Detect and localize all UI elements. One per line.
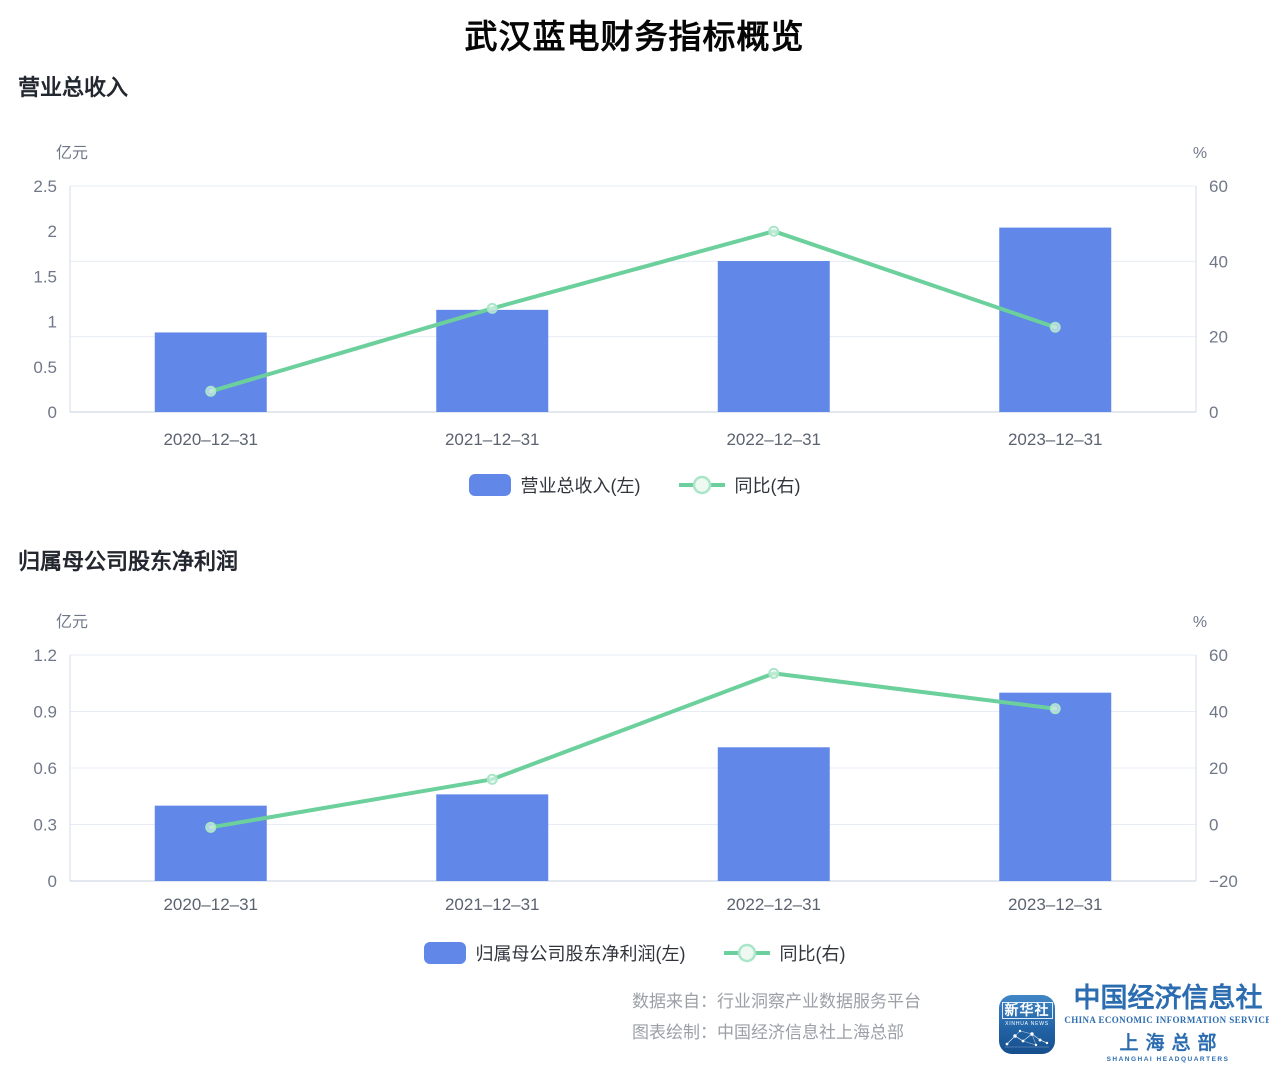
footer-credits: 数据来自：行业洞察产业数据服务平台 图表绘制：中国经济信息社上海总部	[632, 986, 921, 1048]
yoy-point-2023–12–31	[1049, 321, 1061, 333]
right-tick-label: 20	[1209, 759, 1228, 778]
left-tick-label: 1.2	[33, 646, 57, 665]
yoy-line	[208, 671, 1058, 830]
left-tick-label: 1.5	[33, 267, 57, 286]
bar-2020–12–31	[154, 332, 267, 412]
right-tick-label: 40	[1209, 703, 1228, 722]
xinhua-news-logo-icon: 新华社 XINHUA NEWS	[999, 994, 1055, 1054]
x-axis-label: 2022–12–31	[726, 895, 821, 914]
bar-2022–12–31	[717, 261, 830, 412]
revenue-chart: 2.5 2 1.5 1 0.5 0 60 40 20 0 亿元 % 2020–12–31 2021–12–…	[33, 144, 1228, 449]
left-tick-label: 0.9	[33, 703, 57, 722]
net-profit-chart: 1.2 0.9 0.6 0.3 0 60 40 20 0 −20 亿元 % 2020–12–31 2021…	[33, 613, 1238, 914]
right-tick-label: 0	[1209, 403, 1218, 422]
x-axis-label: 2022–12–31	[726, 430, 821, 449]
constellation-network-icon	[1005, 1029, 1049, 1047]
legend-label: 营业总收入(左)	[520, 476, 641, 496]
yoy-point-2022–12–31	[768, 225, 780, 237]
x-axis-label: 2023–12–31	[1008, 895, 1103, 914]
section-title-net-profit: 归属母公司股东净利润	[18, 549, 239, 574]
bar-2023–12–31	[999, 227, 1112, 412]
bar-2023–12–31	[999, 692, 1112, 881]
legend-label: 同比(右)	[734, 476, 801, 496]
right-axis-unit: %	[1193, 614, 1207, 631]
right-tick-label: 0	[1209, 816, 1218, 835]
line-series-marker-icon	[723, 943, 770, 963]
legend-item-net-profit-yoy: 同比(右)	[723, 940, 846, 966]
legend-item-revenue-yoy: 同比(右)	[678, 472, 801, 498]
left-tick-label: 0.5	[33, 358, 57, 377]
data-source-line: 数据来自：行业洞察产业数据服务平台	[632, 992, 921, 1011]
left-tick-label: 2.5	[33, 177, 57, 196]
x-axis-label: 2020–12–31	[163, 430, 258, 449]
yoy-line	[208, 229, 1058, 394]
xinhua-logo-subtitle: XINHUA NEWS	[1005, 1020, 1049, 1027]
x-axis-label: 2021–12–31	[445, 895, 540, 914]
ceis-branch-cn: 上海总部	[1119, 1033, 1224, 1054]
right-axis-unit: %	[1193, 145, 1207, 162]
yoy-point-2021–12–31	[486, 302, 498, 314]
left-tick-label: 1	[48, 313, 57, 332]
yoy-point-2023–12–31	[1049, 703, 1061, 715]
left-tick-label: 0.3	[33, 816, 57, 835]
page-title: 武汉蓝电财务指标概览	[464, 18, 805, 55]
x-axis-label: 2021–12–31	[445, 430, 540, 449]
legend-label: 同比(右)	[779, 944, 846, 964]
right-tick-label: 40	[1209, 252, 1228, 271]
net-profit-chart-legend: 归属母公司股东净利润(左) 同比(右)	[0, 941, 1269, 965]
right-tick-label: 60	[1209, 646, 1228, 665]
yoy-point-2021–12–31	[486, 773, 498, 785]
legend-label: 归属母公司股东净利润(左)	[475, 944, 686, 964]
ceis-logo-text: 中国经济信息社 CHINA ECONOMIC INFORMATION SERVI…	[1064, 983, 1269, 1064]
bar-2020–12–31	[154, 805, 267, 881]
left-tick-label: 2	[48, 222, 57, 241]
yoy-point-2020–12–31	[205, 385, 217, 397]
xinhua-logo-title: 新华社	[1001, 1001, 1053, 1019]
x-axis-label: 2020–12–31	[163, 895, 258, 914]
ceis-name-cn: 中国经济信息社	[1073, 983, 1263, 1013]
bar-2022–12–31	[717, 747, 830, 881]
yoy-point-2020–12–31	[205, 821, 217, 833]
bar-2021–12–31	[436, 794, 549, 881]
right-tick-label: 60	[1209, 177, 1228, 196]
section-title-revenue: 营业总收入	[18, 75, 129, 100]
revenue-chart-legend: 营业总收入(左) 同比(右)	[0, 473, 1269, 497]
left-tick-label: 0	[48, 403, 57, 422]
yoy-point-2022–12–31	[768, 667, 780, 679]
line-series-marker-icon	[678, 475, 725, 495]
ceis-branch-en: SHANGHAI HEADQUARTERS	[1106, 1056, 1230, 1063]
legend-item-net-profit-bar: 归属母公司股东净利润(左)	[423, 940, 686, 966]
right-tick-label: 20	[1209, 328, 1228, 347]
left-axis-unit: 亿元	[56, 613, 88, 631]
right-tick-label: −20	[1209, 872, 1238, 891]
left-axis-unit: 亿元	[56, 144, 88, 162]
bar-2021–12–31	[436, 309, 549, 412]
legend-item-revenue-bar: 营业总收入(左)	[468, 472, 641, 498]
ceis-name-en: CHINA ECONOMIC INFORMATION SERVICE	[1064, 1015, 1269, 1025]
left-tick-label: 0.6	[33, 759, 57, 778]
chart-credit-line: 图表绘制：中国经济信息社上海总部	[632, 1023, 904, 1042]
bar-series-swatch	[468, 474, 511, 496]
publisher-logo: 新华社 XINHUA NEWS 中国经济信息社 CHINA ECONOMIC I…	[999, 983, 1269, 1064]
x-axis-label: 2023–12–31	[1008, 430, 1103, 449]
bar-series-swatch	[423, 942, 466, 964]
left-tick-label: 0	[48, 872, 57, 891]
